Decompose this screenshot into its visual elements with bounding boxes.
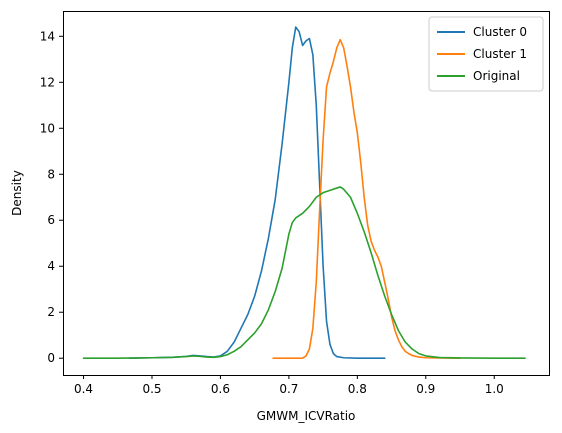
y-tick-label: 12 (40, 75, 55, 89)
series-line-cluster-1 (272, 38, 461, 360)
x-tick-label: 1.0 (485, 382, 504, 396)
y-tick-label: 2 (47, 305, 55, 319)
y-tick-label: 4 (47, 259, 55, 273)
x-tick-label: 0.4 (74, 382, 93, 396)
axes-frame (63, 11, 550, 376)
y-tick-label: 6 (47, 213, 55, 227)
series-layer (82, 26, 526, 360)
legend-label: Cluster 0 (473, 25, 527, 39)
x-tick-label: 0.5 (142, 382, 161, 396)
y-tick-label: 14 (40, 29, 55, 43)
legend: Cluster 0 Cluster 1 Original (428, 16, 544, 92)
x-tick-label: 0.9 (416, 382, 435, 396)
x-tick-label: 0.7 (279, 382, 298, 396)
x-tick-label: 0.6 (211, 382, 230, 396)
y-axis-ticks: 0 2 4 6 8 10 12 14 (40, 29, 63, 365)
y-tick-label: 10 (40, 121, 55, 135)
series-line-original (82, 186, 526, 360)
y-tick-label: 0 (47, 351, 55, 365)
x-axis-label: GMWM_ICVRatio (257, 409, 356, 423)
legend-label: Original (473, 69, 520, 83)
y-tick-label: 8 (47, 167, 55, 181)
legend-label: Cluster 1 (473, 47, 527, 61)
y-axis-label: Density (10, 170, 24, 216)
x-axis-ticks: 0.4 0.5 0.6 0.7 0.8 0.9 1.0 (74, 375, 504, 396)
legend-box (428, 16, 544, 92)
x-tick-label: 0.8 (348, 382, 367, 396)
